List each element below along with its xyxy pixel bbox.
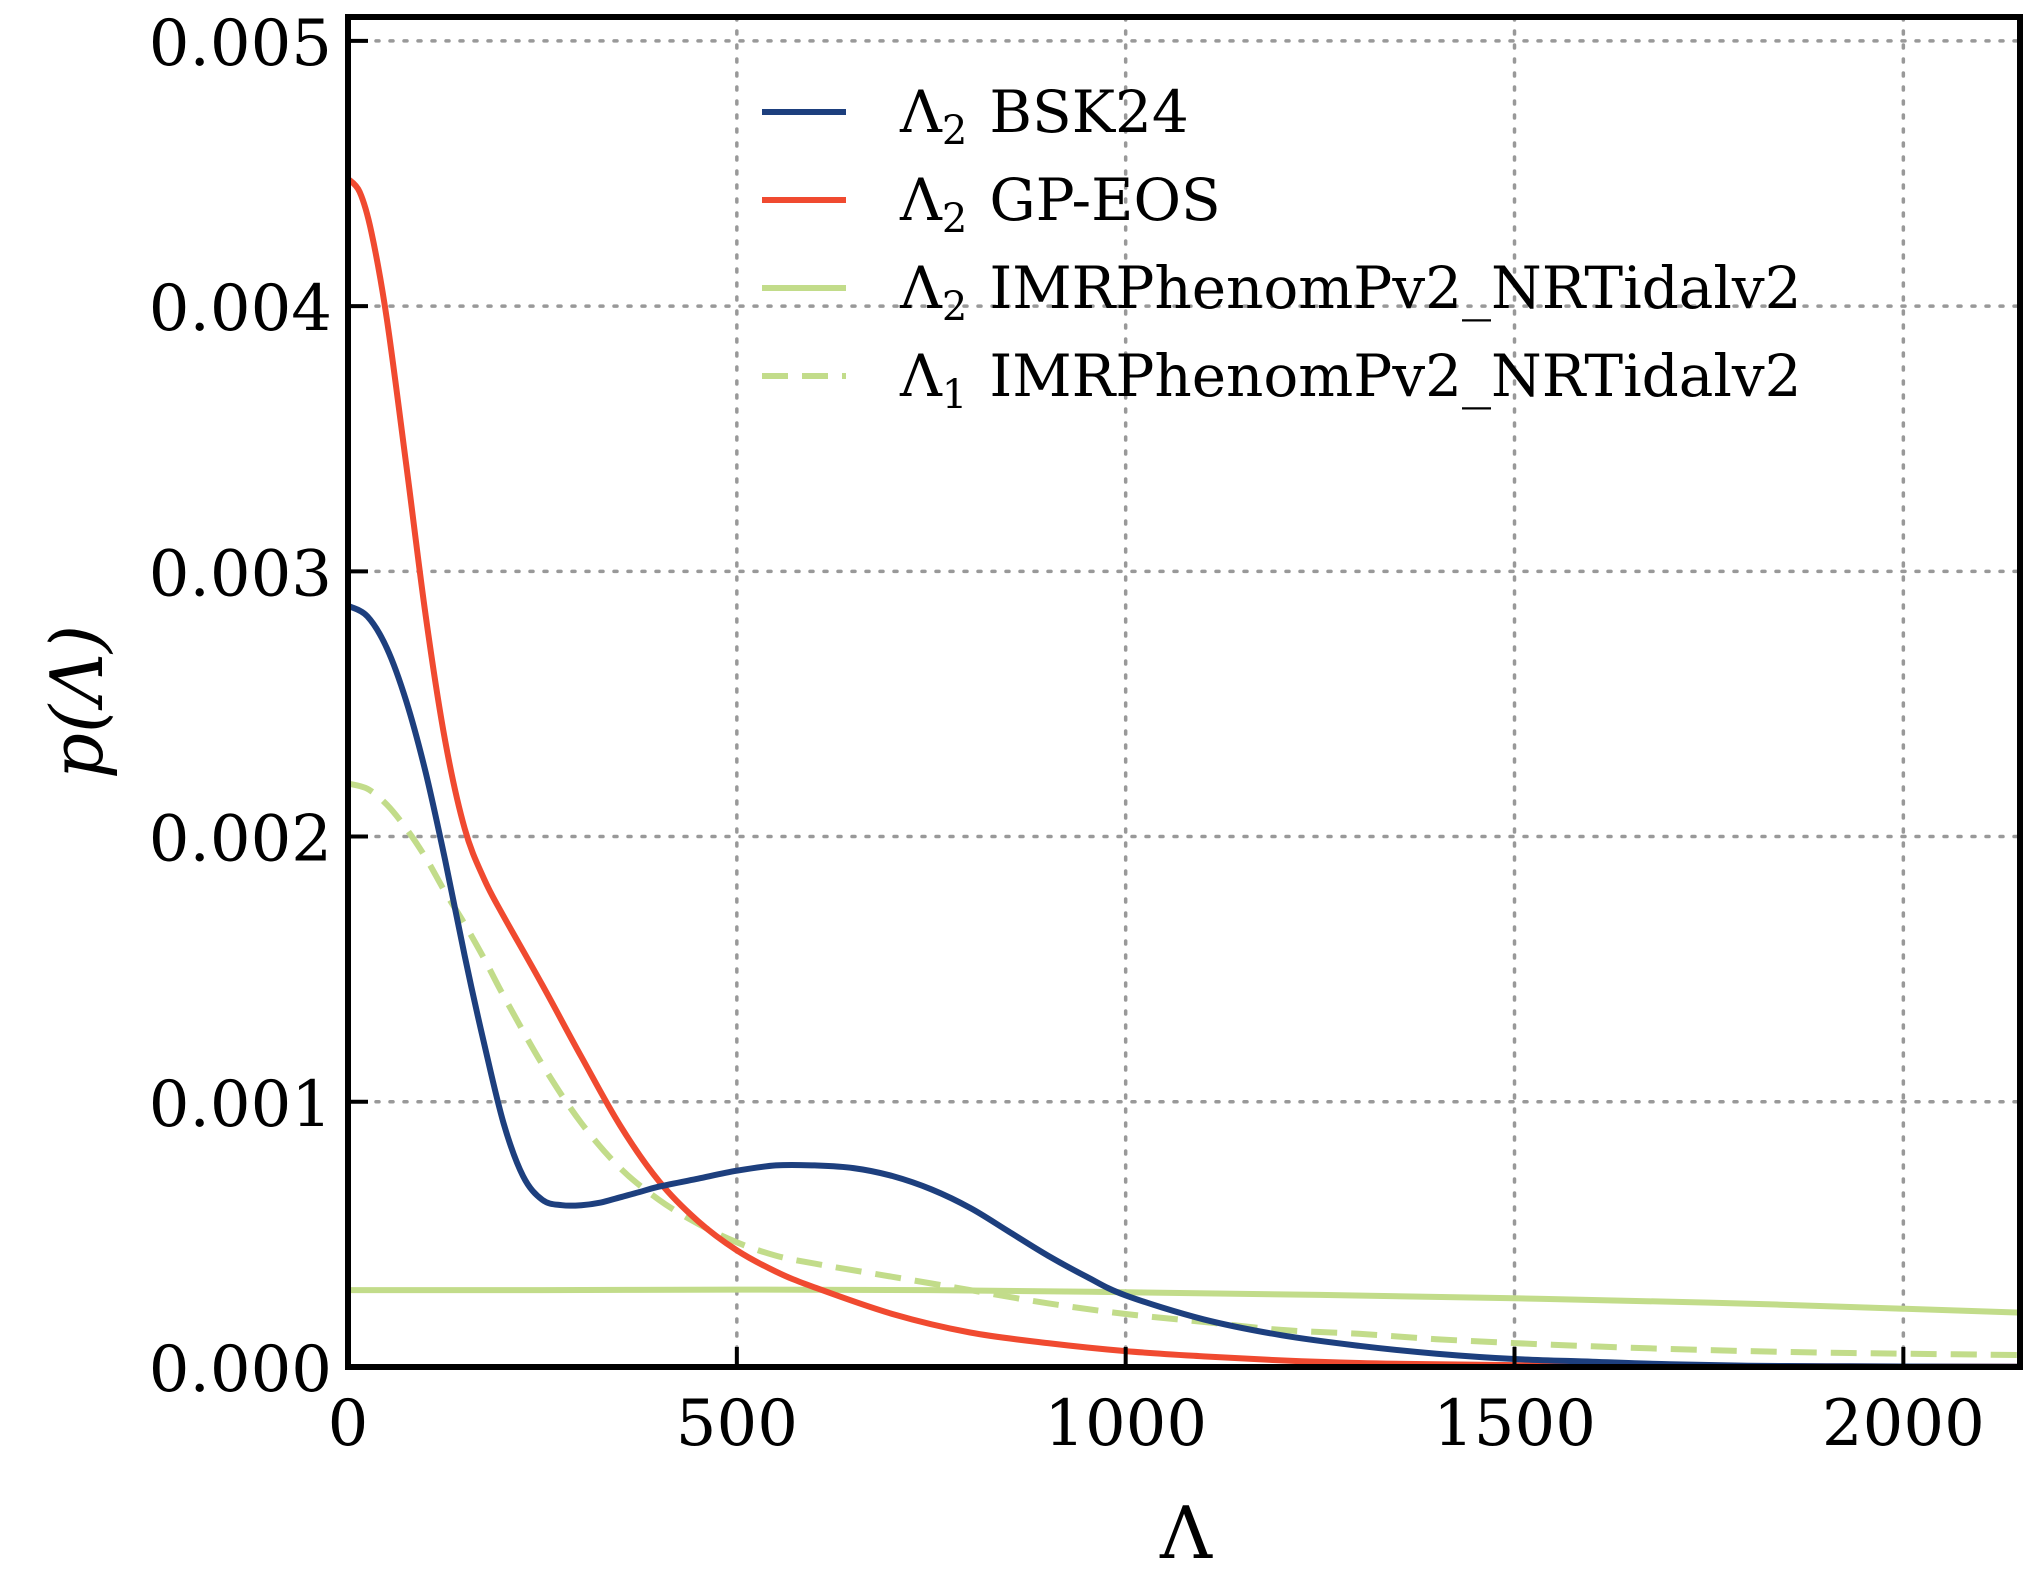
series-line-4 [348, 780, 2020, 1359]
x-tick-label: 2000 [1822, 1387, 1985, 1461]
legend-entry-3: Λ2 IMRPhenomPv2_NRTidalv2 [899, 254, 1802, 330]
axis-ticks [346, 38, 1906, 1369]
legend-entry-1: Λ2 BSK24 [899, 78, 1189, 154]
y-tick-label: 0.004 [149, 272, 332, 346]
x-tick-label: 500 [676, 1387, 798, 1461]
y-axis-label: p(Λ) [35, 625, 119, 779]
tick-labels: 0 500 1000 1500 2000 0.000 0.001 0.002 0.003 0.00… [149, 7, 1985, 1461]
legend-entry-4: Λ1 IMRPhenomPv2_NRTidalv2 [899, 342, 1802, 418]
x-tick-label: 0 [328, 1387, 369, 1461]
x-tick-label: 1000 [1044, 1387, 1207, 1461]
y-tick-label: 0.002 [149, 803, 332, 877]
grid-lines [346, 15, 2022, 1369]
y-tick-label: 0.003 [149, 537, 332, 611]
plot-frame [345, 14, 2023, 1370]
y-tick-label: 0.005 [149, 7, 332, 81]
y-tick-label: 0.000 [149, 1333, 332, 1407]
x-axis-label: Λ [1159, 1491, 1213, 1575]
x-tick-label: 1500 [1433, 1387, 1596, 1461]
series-line-3 [348, 1286, 2020, 1316]
legend: Λ2 BSK24 Λ2 GP-EOS Λ2 IMRPhenomPv2_NRTidalv2 Λ… [762, 78, 1802, 418]
series-line-1 [348, 603, 2020, 1367]
legend-entry-2: Λ2 GP-EOS [899, 166, 1221, 242]
y-tick-label: 0.001 [149, 1068, 332, 1142]
